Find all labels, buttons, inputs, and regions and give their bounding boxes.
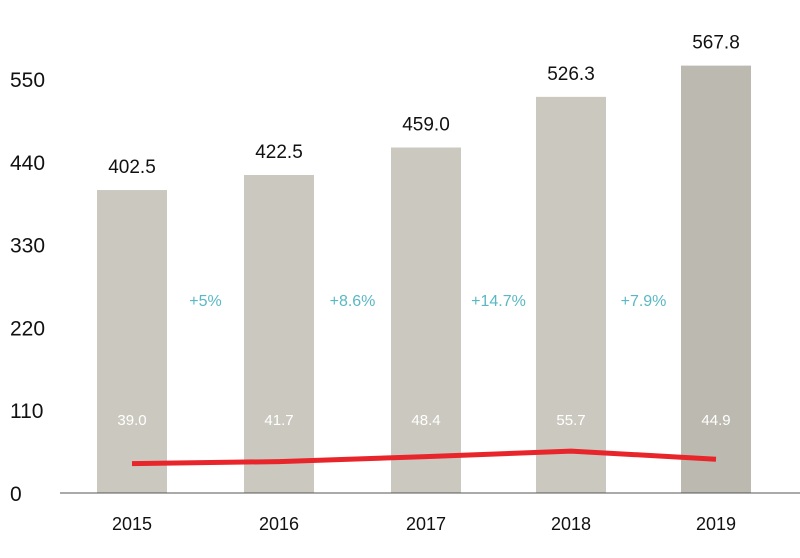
- y-tick-label-330: 330: [10, 235, 45, 258]
- y-tick-label-0: 0: [10, 483, 22, 506]
- x-tick-label-2018: 2018: [551, 514, 591, 534]
- x-tick-label-2015: 2015: [112, 514, 152, 534]
- bar-value-label-2016: 422.5: [255, 142, 303, 163]
- bar-2019: [681, 65, 751, 493]
- x-tick-label-2019: 2019: [696, 514, 736, 534]
- line-value-label-2015: 39.0: [117, 412, 146, 429]
- line-value-label-2018: 55.7: [556, 412, 585, 429]
- bar-2016: [244, 174, 314, 493]
- x-tick-label-2016: 2016: [259, 514, 299, 534]
- x-tick-label-2017: 2017: [406, 514, 446, 534]
- growth-label-2: +8.6%: [330, 293, 376, 310]
- line-value-label-2016: 41.7: [264, 412, 293, 429]
- line-series: [131, 448, 717, 467]
- bar-2018: [536, 96, 606, 493]
- y-tick-label-440: 440: [10, 152, 45, 175]
- bar-2015: [97, 190, 167, 493]
- growth-label-1: +5%: [189, 293, 221, 310]
- bar-2017: [391, 147, 461, 494]
- bar-value-label-2018: 526.3: [547, 64, 595, 85]
- y-tick-label-550: 550: [10, 69, 45, 92]
- line-value-label-2017: 48.4: [411, 412, 440, 429]
- y-tick-label-220: 220: [10, 317, 45, 340]
- bar-value-label-2015: 402.5: [108, 157, 156, 178]
- growth-label-4: +7.9%: [621, 293, 667, 310]
- line-value-label-2019: 44.9: [701, 412, 730, 429]
- y-tick-label-110: 110: [10, 400, 43, 423]
- bar-value-label-2017: 459.0: [402, 115, 450, 136]
- bar-value-label-2019: 567.8: [692, 33, 740, 54]
- growth-label-3: +14.7%: [471, 293, 526, 310]
